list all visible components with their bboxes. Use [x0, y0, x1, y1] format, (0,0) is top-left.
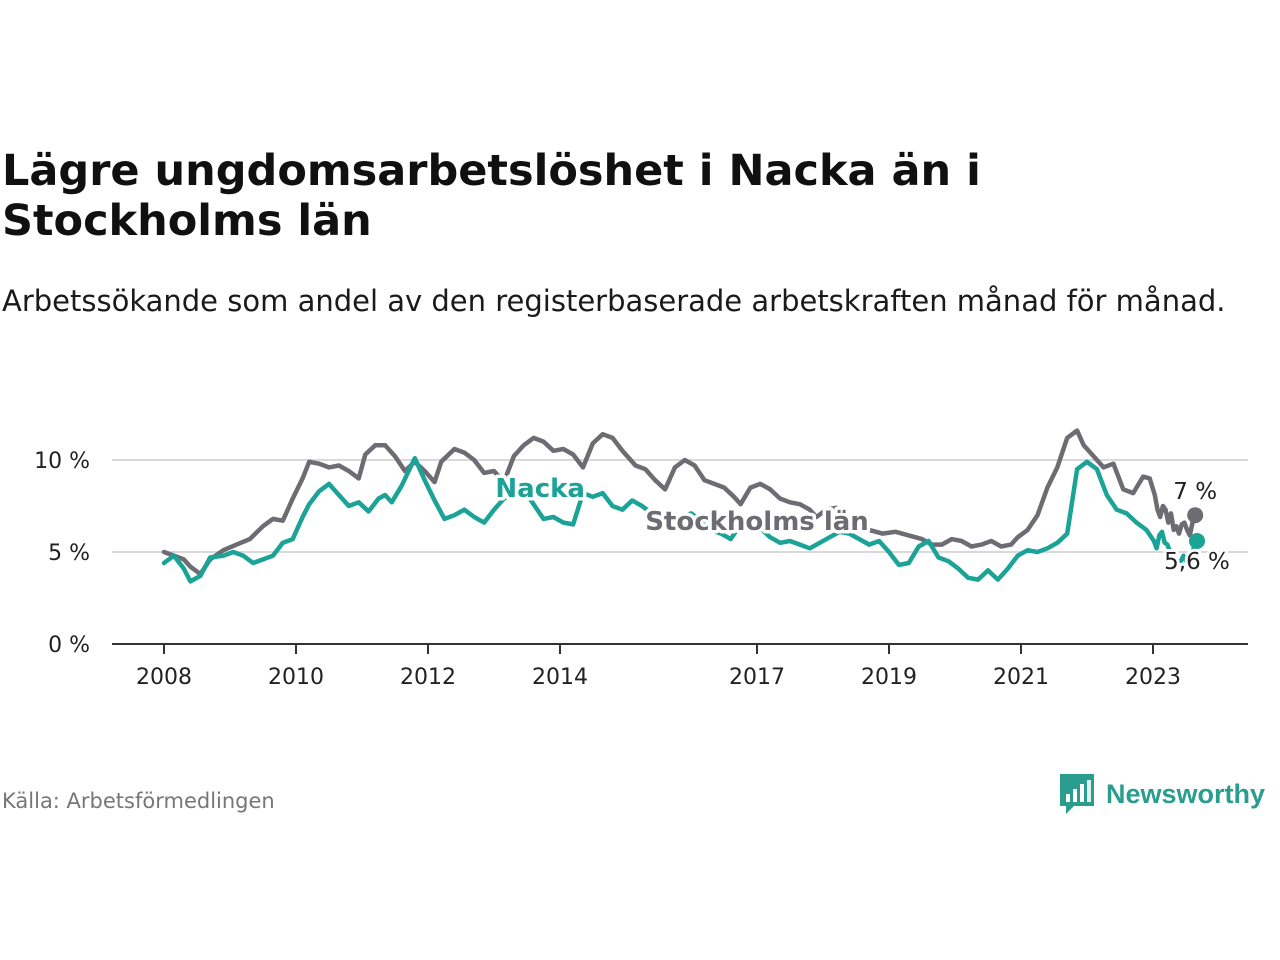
- x-axis: 2008 2010 2012 2014 2017 2019 2021 2023: [112, 643, 1248, 690]
- series-end-marker: [1187, 507, 1204, 524]
- end-value-label: 7 %: [1173, 479, 1217, 505]
- x-tick-label: 2012: [400, 665, 456, 690]
- series-line-stockholms-län: [161, 428, 1198, 577]
- end-value-label: 5,6 %: [1164, 549, 1230, 575]
- brand-name: Newsworthy: [1106, 778, 1266, 809]
- series-labels: 7 % Stockholms län 5,6 % Nacka: [492, 470, 1233, 578]
- x-tick-label: 2008: [136, 665, 192, 690]
- series-end-marker: [1189, 532, 1205, 549]
- x-tick-label: 2014: [532, 665, 588, 690]
- y-axis: 0 % 5 % 10 %: [34, 449, 90, 658]
- series-lines: [161, 428, 1205, 584]
- chart-subtitle: Arbetssökande som andel av den registerb…: [2, 284, 1226, 318]
- y-tick-label: 0 %: [48, 633, 90, 658]
- x-tick-label: 2023: [1125, 665, 1181, 690]
- x-tick-label: 2021: [993, 665, 1049, 690]
- series-name-label: Stockholms län: [645, 507, 869, 537]
- newsworthy-chart-icon: [1060, 774, 1094, 814]
- x-tick-label: 2017: [729, 665, 785, 690]
- series-line-nacka: [161, 455, 1200, 584]
- source-note: Källa: Arbetsförmedlingen: [2, 789, 275, 813]
- y-tick-label: 10 %: [34, 449, 90, 474]
- y-tick-label: 5 %: [48, 541, 90, 566]
- chart-title: Lägre ungdomsarbetslöshet i Nacka än i S…: [2, 146, 981, 246]
- line-chart: 0 %5 %10 % 2008 2010 2012 2014 2017 2019 2021 2…: [34, 428, 1248, 690]
- x-tick-label: 2010: [268, 665, 324, 690]
- x-tick-label: 2019: [861, 665, 917, 690]
- brand-logo: Newsworthy: [1058, 772, 1265, 816]
- series-name-label: Nacka: [495, 474, 585, 504]
